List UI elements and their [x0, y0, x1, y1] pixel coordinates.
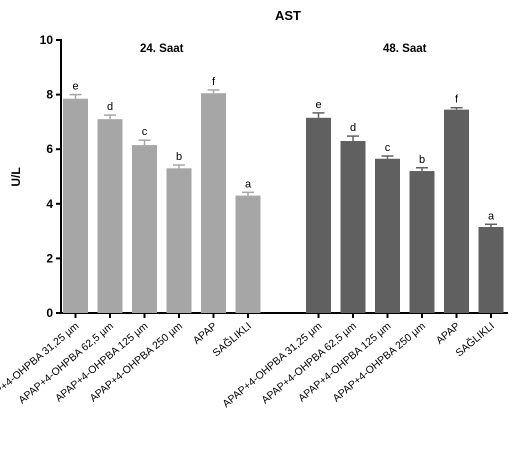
bar: [340, 141, 366, 313]
bar: [63, 98, 88, 313]
significance-label: e: [315, 99, 321, 111]
significance-label: a: [488, 210, 495, 222]
significance-label: b: [419, 154, 425, 166]
bars: 24. Saat e d c b f a 48. Saat e d c b f a: [63, 43, 504, 314]
x-tick-label: SAĞLIKLI: [210, 319, 254, 359]
x-tick-label: APAP: [434, 320, 463, 347]
bar: [375, 158, 400, 313]
y-tick-label: 2: [46, 251, 53, 265]
group-title: 24. Saat: [140, 43, 184, 55]
x-tick-label: APAP: [191, 320, 220, 347]
bar: [97, 119, 123, 313]
y-tick-label: 0: [46, 306, 53, 320]
bar: [235, 195, 261, 313]
significance-label: a: [245, 178, 252, 190]
significance-label: b: [176, 151, 182, 163]
chart-title: AST: [275, 8, 301, 23]
bar: [201, 93, 226, 313]
bar: [306, 117, 331, 314]
bar: [409, 171, 435, 313]
significance-label: c: [385, 142, 391, 154]
x-tick-label: SAĞLIKLI: [453, 319, 497, 359]
y-tick-label: 4: [46, 197, 53, 211]
y-axis-label: U/L: [9, 167, 23, 186]
bar: [132, 145, 157, 313]
y-tick-label: 10: [40, 33, 54, 47]
significance-label: e: [72, 81, 78, 93]
significance-label: f: [455, 94, 459, 106]
y-tick-label: 8: [46, 88, 53, 102]
significance-label: c: [142, 126, 148, 138]
significance-label: d: [107, 101, 113, 113]
group-title: 48. Saat: [383, 43, 427, 55]
bar: [166, 168, 192, 313]
y-tick-label: 6: [46, 142, 53, 156]
significance-label: d: [350, 122, 356, 134]
bar: [478, 227, 504, 313]
significance-label: f: [212, 76, 216, 88]
bar: [444, 109, 469, 314]
